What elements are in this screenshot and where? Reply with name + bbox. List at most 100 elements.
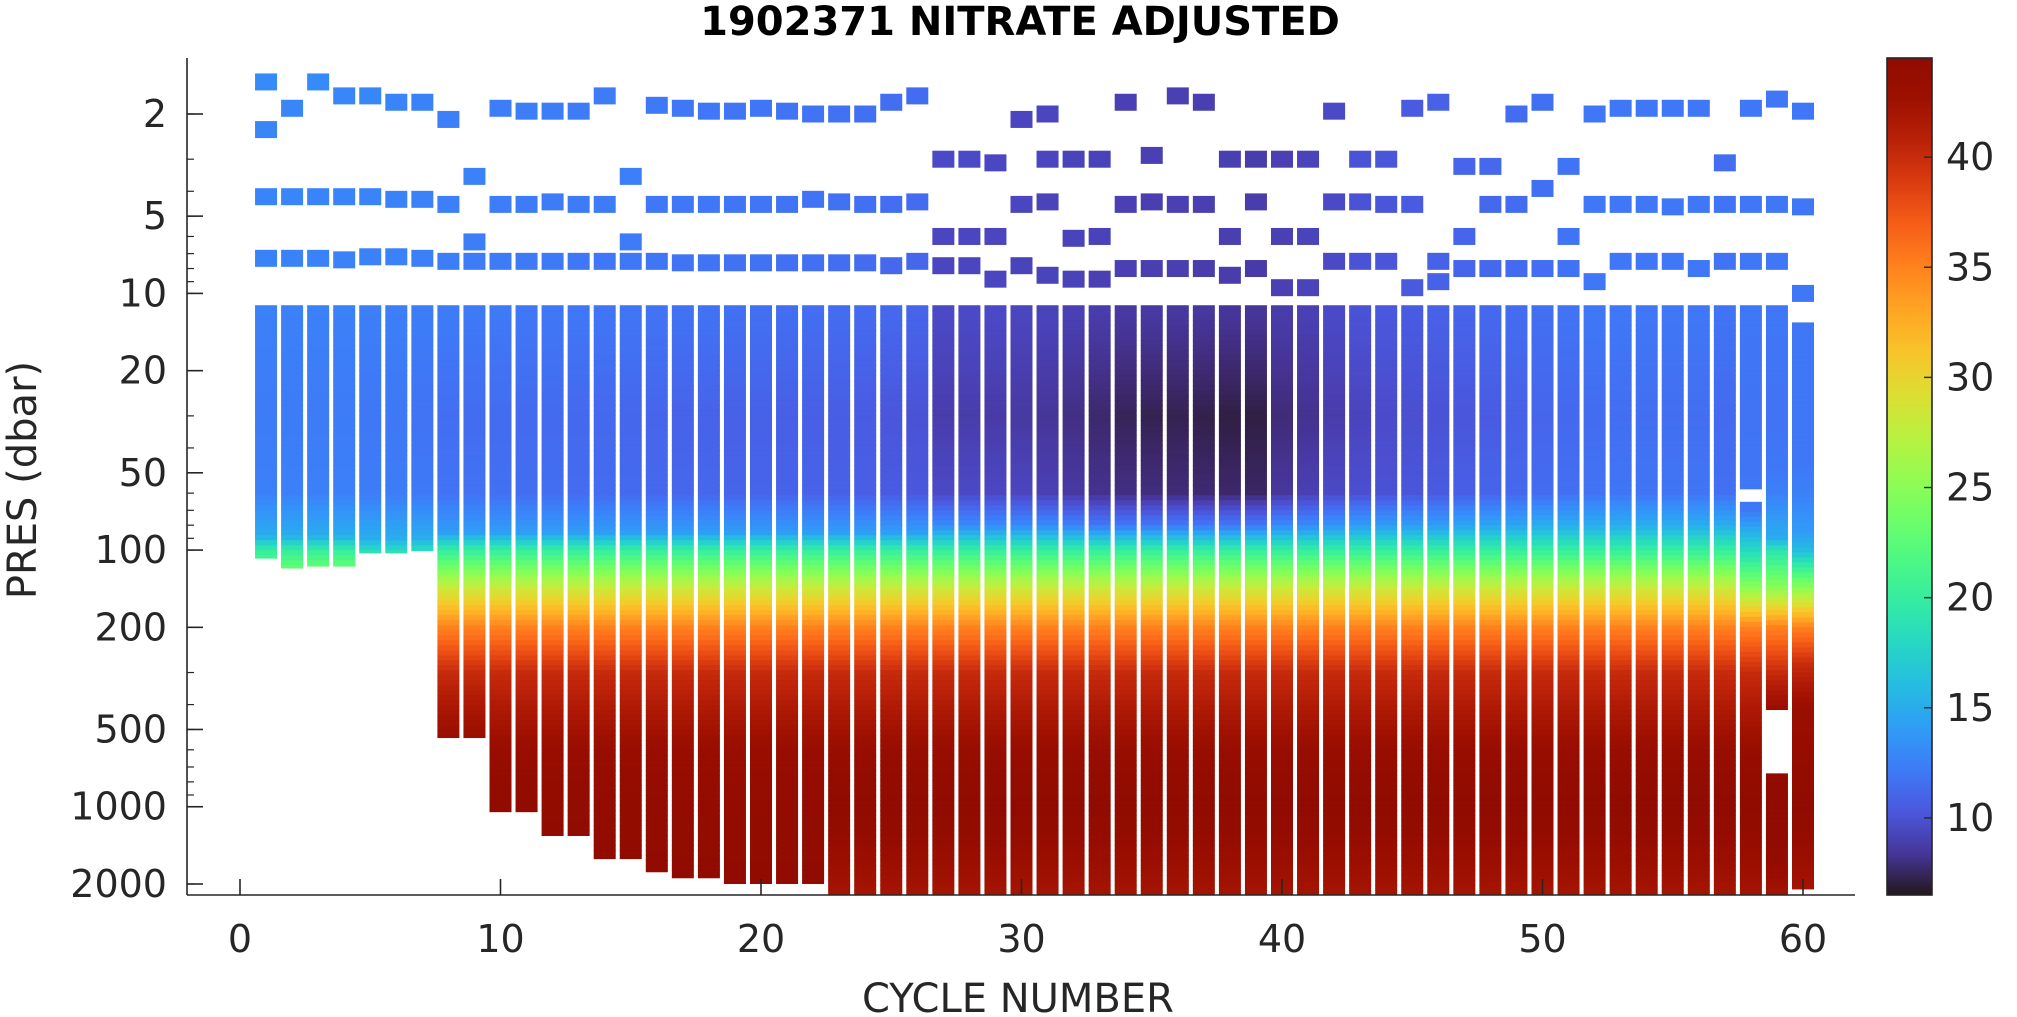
nitrate-column-cycle-37-seg1 — [1192, 790, 1215, 796]
nitrate-column-cycle-18-seg1 — [697, 790, 720, 796]
nitrate-column-cycle-26-seg1 — [906, 475, 929, 481]
nitrate-column-cycle-30-seg1 — [1010, 325, 1033, 331]
nitrate-column-cycle-16-seg1 — [645, 735, 668, 741]
nitrate-column-cycle-27-seg1 — [932, 360, 955, 366]
nitrate-column-cycle-44-seg1 — [1375, 780, 1398, 786]
nitrate-column-cycle-29-seg1 — [984, 425, 1007, 431]
nitrate-column-cycle-45-seg1 — [1401, 320, 1424, 326]
nitrate-column-cycle-43-seg1 — [1349, 860, 1372, 866]
nitrate-column-cycle-45-seg1 — [1401, 720, 1424, 726]
nitrate-column-cycle-11-seg1 — [515, 630, 538, 636]
nitrate-column-cycle-24-seg1 — [854, 860, 877, 866]
nitrate-column-cycle-37-seg1 — [1192, 640, 1215, 646]
nitrate-point-cycle-11-1 — [515, 195, 538, 213]
nitrate-column-cycle-4-seg1 — [333, 430, 356, 436]
nitrate-column-cycle-34-seg1 — [1114, 365, 1137, 371]
nitrate-column-cycle-39-seg1 — [1244, 525, 1267, 531]
nitrate-column-cycle-47-seg1 — [1453, 370, 1476, 376]
nitrate-column-cycle-31-seg1 — [1036, 830, 1059, 836]
nitrate-column-cycle-19-seg1 — [723, 480, 746, 486]
nitrate-column-cycle-40-seg1 — [1271, 410, 1293, 416]
nitrate-column-cycle-17-seg1 — [671, 370, 694, 376]
nitrate-column-cycle-30-seg1 — [1010, 330, 1033, 336]
nitrate-column-cycle-37-seg1 — [1192, 820, 1215, 826]
nitrate-column-cycle-19-seg1 — [723, 430, 746, 436]
nitrate-column-cycle-32-seg1 — [1062, 595, 1085, 601]
nitrate-column-cycle-38-seg1 — [1218, 555, 1241, 561]
nitrate-column-cycle-33-seg1 — [1088, 600, 1111, 606]
nitrate-column-cycle-28-seg1 — [958, 445, 981, 451]
nitrate-column-cycle-29-seg1 — [984, 345, 1007, 351]
nitrate-column-cycle-6-seg1 — [385, 525, 408, 531]
nitrate-column-cycle-36-seg1 — [1166, 710, 1189, 716]
nitrate-column-cycle-46-seg1 — [1427, 615, 1450, 621]
nitrate-column-cycle-24-seg1 — [854, 775, 877, 781]
nitrate-column-cycle-39-seg1 — [1244, 510, 1267, 516]
nitrate-column-cycle-41-seg1 — [1297, 835, 1320, 841]
nitrate-column-cycle-30-seg1 — [1010, 310, 1033, 316]
nitrate-column-cycle-36-seg1 — [1166, 420, 1189, 426]
nitrate-column-cycle-31-seg1 — [1036, 445, 1059, 451]
nitrate-column-cycle-38-seg1 — [1218, 735, 1241, 741]
nitrate-column-cycle-32-seg1 — [1062, 745, 1085, 751]
nitrate-column-cycle-22-seg1 — [802, 355, 825, 361]
nitrate-column-cycle-32-seg1 — [1062, 480, 1085, 486]
nitrate-column-cycle-44-seg1 — [1375, 810, 1398, 816]
nitrate-column-cycle-2-seg1 — [281, 370, 304, 376]
nitrate-column-cycle-4-seg1 — [333, 565, 356, 567]
nitrate-column-cycle-39-seg1 — [1244, 330, 1267, 336]
nitrate-column-cycle-5-seg1 — [359, 495, 382, 501]
nitrate-column-cycle-41-seg1 — [1297, 615, 1320, 621]
nitrate-column-cycle-39-seg1 — [1244, 645, 1267, 651]
nitrate-column-cycle-32-seg1 — [1062, 395, 1085, 401]
nitrate-column-cycle-23-seg1 — [828, 370, 851, 376]
nitrate-column-cycle-45-seg1 — [1401, 485, 1424, 491]
nitrate-column-cycle-22-seg1 — [802, 790, 825, 796]
nitrate-column-cycle-21-seg1 — [776, 365, 799, 371]
nitrate-column-cycle-25-seg1 — [880, 455, 903, 461]
nitrate-column-cycle-45-seg1 — [1401, 555, 1424, 561]
nitrate-column-cycle-5-seg1 — [359, 455, 382, 461]
nitrate-column-cycle-46-seg1 — [1427, 700, 1450, 706]
nitrate-column-cycle-12-seg1 — [541, 595, 564, 601]
nitrate-column-cycle-20-seg1 — [750, 635, 772, 641]
nitrate-column-cycle-22-seg1 — [802, 410, 825, 416]
nitrate-column-cycle-21-seg1 — [776, 600, 799, 606]
nitrate-column-cycle-30-seg1 — [1010, 605, 1033, 611]
nitrate-column-cycle-43-seg1 — [1349, 540, 1372, 546]
nitrate-column-cycle-34-seg1 — [1114, 640, 1137, 646]
nitrate-column-cycle-14-seg1 — [593, 790, 616, 796]
nitrate-column-cycle-37-seg1 — [1192, 605, 1215, 611]
nitrate-column-cycle-21-seg1 — [776, 825, 799, 831]
nitrate-column-cycle-11-seg1 — [515, 485, 538, 491]
nitrate-column-cycle-31-seg1 — [1036, 550, 1059, 556]
nitrate-column-cycle-26-seg1 — [906, 495, 929, 501]
nitrate-column-cycle-15-seg1 — [619, 815, 642, 821]
nitrate-point-cycle-32-1 — [1062, 229, 1085, 247]
nitrate-column-cycle-26-seg1 — [906, 560, 929, 566]
nitrate-column-cycle-15-seg1 — [619, 570, 642, 576]
nitrate-column-cycle-34-seg1 — [1114, 750, 1137, 756]
nitrate-column-cycle-28-seg1 — [958, 315, 981, 321]
nitrate-column-cycle-36-seg1 — [1166, 555, 1189, 561]
nitrate-column-cycle-33-seg1 — [1088, 410, 1111, 416]
nitrate-column-cycle-35-seg1 — [1140, 715, 1163, 721]
nitrate-column-cycle-36-seg1 — [1166, 740, 1189, 746]
nitrate-column-cycle-39-seg1 — [1244, 670, 1267, 676]
nitrate-column-cycle-14-seg1 — [593, 820, 616, 826]
nitrate-column-cycle-12-seg1 — [541, 450, 564, 456]
nitrate-column-cycle-25-seg1 — [880, 535, 903, 541]
nitrate-column-cycle-43-seg1 — [1349, 615, 1372, 621]
nitrate-column-cycle-28-seg1 — [958, 715, 981, 721]
nitrate-point-cycle-30-0 — [1010, 110, 1033, 128]
nitrate-column-cycle-38-seg1 — [1218, 490, 1241, 496]
nitrate-column-cycle-25-seg1 — [880, 655, 903, 661]
nitrate-column-cycle-39-seg1 — [1244, 470, 1267, 476]
nitrate-column-cycle-35-seg1 — [1140, 650, 1163, 656]
nitrate-column-cycle-39-seg1 — [1244, 590, 1267, 596]
nitrate-column-cycle-38-seg1 — [1218, 800, 1241, 806]
nitrate-column-cycle-17-seg1 — [671, 350, 694, 356]
nitrate-column-cycle-34-seg1 — [1114, 615, 1137, 621]
nitrate-column-cycle-22-seg1 — [802, 595, 825, 601]
nitrate-column-cycle-38-seg1 — [1218, 790, 1241, 796]
